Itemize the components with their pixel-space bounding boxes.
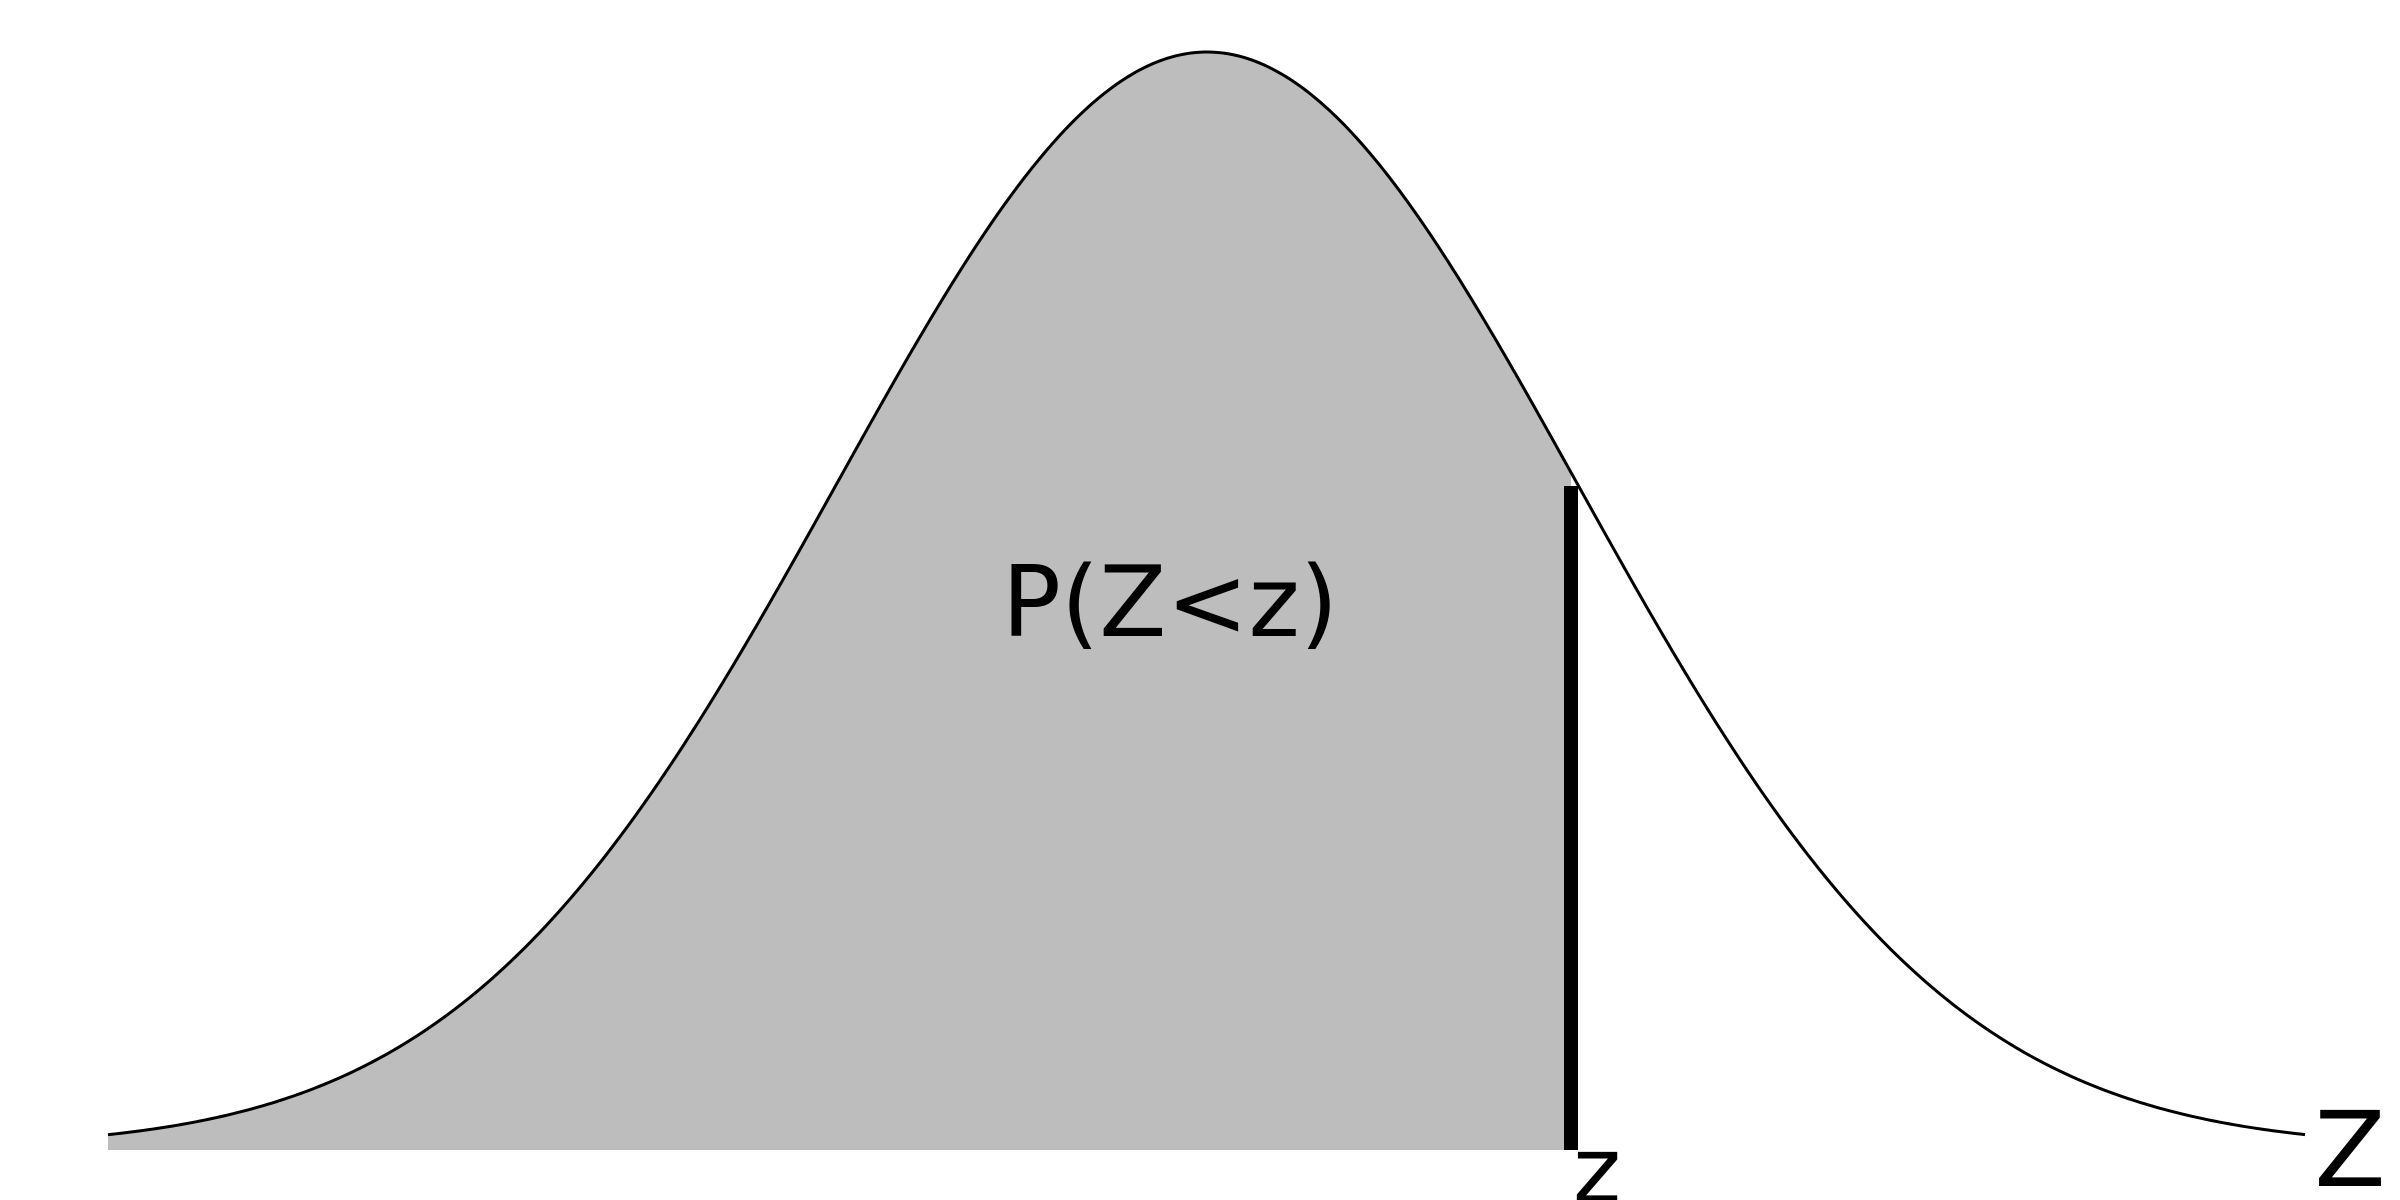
probability-label: P(Z<z): [1002, 546, 1338, 660]
z-axis-label: Z: [2314, 1089, 2385, 1200]
z-cutoff-label: z: [1573, 1117, 1621, 1200]
shaded-area-left-of-z: [108, 52, 1571, 1150]
normal-density-curve: [107, 50, 2306, 1137]
